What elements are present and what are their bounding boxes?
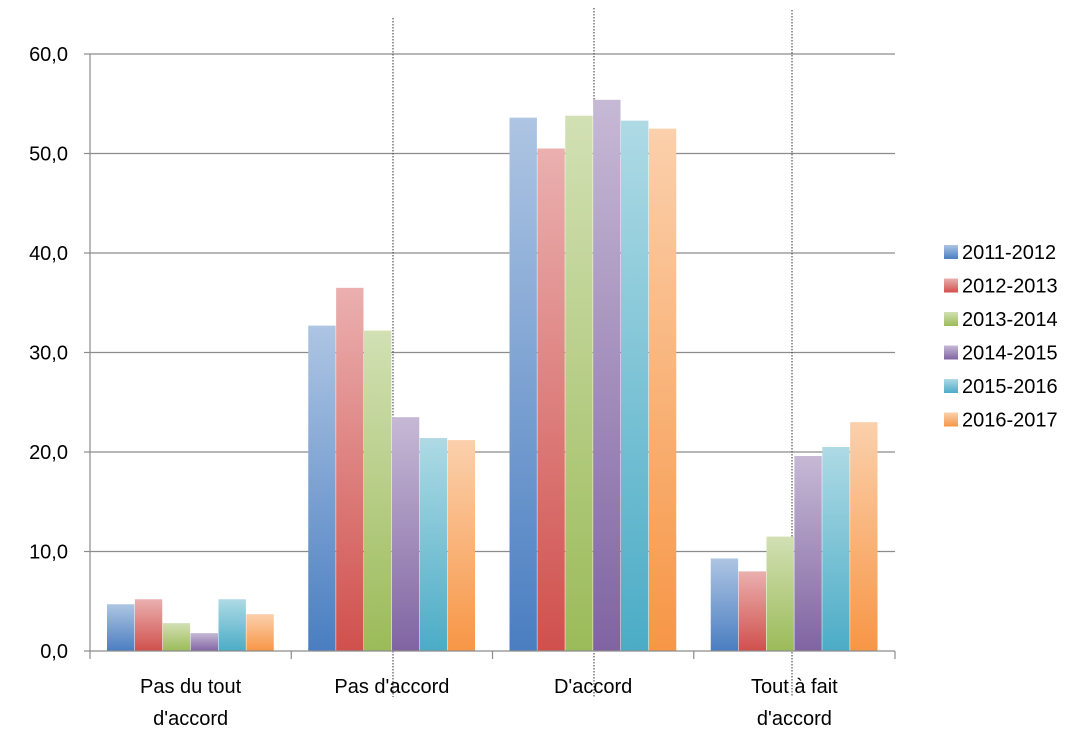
y-tick-label: 10,0 bbox=[29, 542, 68, 564]
bar-2014-2015-cat-2 bbox=[593, 99, 621, 651]
legend-swatch bbox=[944, 278, 958, 293]
bar-2015-2016-cat-1 bbox=[419, 438, 448, 651]
legend-label: 2011-2012 bbox=[962, 242, 1056, 264]
bar-2013-2014-cat-1 bbox=[364, 330, 392, 651]
gridlines bbox=[90, 53, 895, 553]
x-category-label-line: d'accord bbox=[757, 708, 832, 729]
bar-2013-2014-cat-2 bbox=[565, 115, 593, 651]
y-tick-label: 60,0 bbox=[29, 44, 68, 66]
x-category-label-line: d'accord bbox=[153, 708, 228, 729]
bar-2016-2017-cat-1 bbox=[447, 440, 476, 651]
y-tick-label: 0,0 bbox=[40, 641, 68, 663]
bar-2012-2013-cat-1 bbox=[336, 287, 364, 651]
legend-label: 2015-2016 bbox=[962, 376, 1058, 398]
x-category-label: D'accord bbox=[554, 676, 632, 698]
legend-swatch bbox=[944, 312, 958, 326]
legend-label: 2016-2017 bbox=[962, 410, 1058, 432]
bar-2013-2014-cat-0 bbox=[162, 623, 191, 651]
bar-2016-2017-cat-3 bbox=[850, 422, 878, 651]
bar-2012-2013-cat-0 bbox=[134, 599, 163, 651]
bar-2014-2015-cat-0 bbox=[190, 633, 219, 651]
x-category-label: Pas du tout d'accord bbox=[140, 676, 242, 729]
bar-2016-2017-cat-0 bbox=[246, 614, 274, 651]
bar-2015-2016-cat-3 bbox=[822, 447, 850, 651]
bar-2014-2015-cat-1 bbox=[391, 417, 420, 651]
x-category-label: Tout à fait d'accord bbox=[751, 676, 838, 729]
bar-2011-2012-cat-1 bbox=[308, 325, 336, 651]
x-category-label-line: Pas d'accord bbox=[334, 676, 449, 698]
bar-2012-2013-cat-2 bbox=[537, 148, 565, 651]
bar-2015-2016-cat-2 bbox=[621, 120, 649, 651]
legend-label: 2013-2014 bbox=[962, 309, 1058, 331]
legend: 2011-2012 2012-2013 2013-2014 2014-2015 2015… bbox=[944, 242, 1058, 432]
x-category-label-line: Pas du tout bbox=[140, 676, 242, 698]
bar-2012-2013-cat-3 bbox=[738, 571, 767, 651]
x-category-label-line: D'accord bbox=[554, 676, 632, 698]
y-tick-label: 30,0 bbox=[29, 343, 68, 365]
bar-2011-2012-cat-2 bbox=[509, 117, 537, 652]
bars bbox=[107, 99, 878, 652]
bar-2011-2012-cat-3 bbox=[710, 558, 739, 651]
legend-swatch bbox=[944, 245, 958, 259]
axis-labels: 0,0 10,0 20,0 30,0 40,0 50,0 60,0 Pas du tout d'… bbox=[29, 44, 838, 729]
x-category-label: Pas d'accord bbox=[334, 676, 449, 698]
legend-label: 2014-2015 bbox=[962, 343, 1058, 365]
legend-swatch bbox=[944, 412, 958, 427]
x-category-label-line: Tout à fait bbox=[751, 676, 838, 698]
y-tick-label: 40,0 bbox=[29, 243, 68, 265]
bar-2015-2016-cat-0 bbox=[218, 599, 246, 651]
y-tick-label: 20,0 bbox=[29, 442, 68, 464]
legend-swatch bbox=[944, 345, 958, 360]
legend-label: 2012-2013 bbox=[962, 276, 1058, 298]
y-tick-label: 50,0 bbox=[29, 144, 68, 166]
legend-swatch bbox=[944, 379, 958, 393]
bar-2016-2017-cat-2 bbox=[648, 128, 677, 652]
bar-2014-2015-cat-3 bbox=[794, 455, 822, 651]
axes bbox=[84, 53, 896, 659]
bar-2011-2012-cat-0 bbox=[107, 604, 135, 651]
bar-2013-2014-cat-3 bbox=[766, 536, 794, 651]
